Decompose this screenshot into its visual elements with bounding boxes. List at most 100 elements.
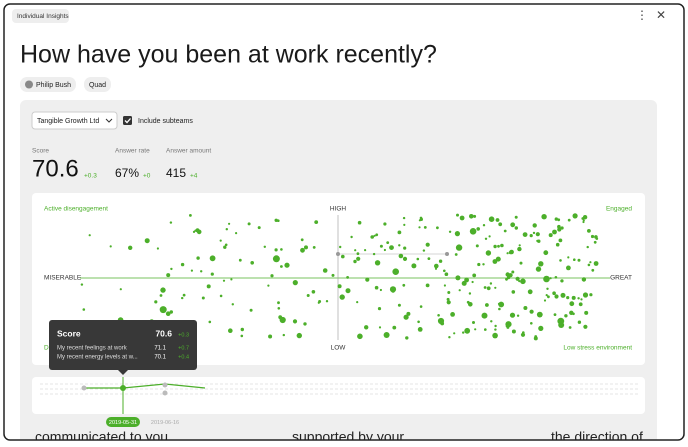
scatter-dot: [578, 302, 583, 307]
scatter-dot: [416, 257, 420, 261]
scatter-dot: [436, 226, 439, 230]
scatter-dot: [547, 295, 550, 299]
quadrant-label: GREAT: [610, 275, 632, 282]
selected-date: 2019-05-31: [109, 420, 137, 426]
checkbox[interactable]: [123, 116, 132, 125]
scatter-dot: [339, 294, 345, 300]
scatter-dot: [182, 293, 186, 297]
company-dropdown[interactable]: [31, 111, 118, 130]
tab[interactable]: [12, 9, 69, 23]
scatter-dot: [225, 228, 228, 231]
scatter-dot: [210, 272, 214, 276]
timeline-point[interactable]: [162, 382, 168, 388]
group-chip[interactable]: [84, 77, 111, 92]
timeline-point[interactable]: [120, 385, 126, 391]
close-icon[interactable]: ✕: [656, 8, 666, 22]
scatter-dot: [495, 256, 501, 262]
timeline-point[interactable]: [162, 390, 168, 396]
scatter-dot: [541, 214, 547, 220]
scatter-dot: [497, 244, 500, 248]
scatter-dot: [482, 263, 485, 266]
scatter-dot: [536, 239, 539, 243]
scatter-dot: [354, 249, 357, 252]
scatter-dot: [566, 265, 571, 271]
scatter-dot: [240, 334, 244, 338]
scatter-dot: [357, 220, 362, 225]
scatter-dot: [304, 245, 308, 250]
scatter-dot: [464, 327, 471, 334]
scatter-dot: [350, 235, 353, 239]
scatter-dot: [446, 300, 451, 305]
scatter-dot: [495, 218, 500, 222]
scatter-dot: [532, 231, 536, 235]
dropdown-caret: [105, 118, 113, 123]
scatter-dot: [201, 296, 205, 300]
scatter-dot: [231, 303, 234, 306]
scatter-dot: [356, 256, 361, 261]
timeline: [32, 377, 645, 414]
scatter-dot: [591, 268, 595, 272]
scatter-dot: [569, 301, 575, 307]
scatter-dot: [472, 273, 477, 278]
scatter-dot: [494, 328, 497, 331]
scatter-dot: [292, 280, 298, 286]
scatter-dot: [554, 294, 559, 299]
scatter-dot: [515, 276, 520, 281]
scatter-dot: [567, 256, 570, 259]
scatter-dot: [403, 314, 409, 320]
scatter-dot: [169, 221, 173, 224]
scatter-dot: [156, 247, 159, 250]
scatter-dot: [160, 287, 166, 293]
date-label: 2019-06-16: [151, 420, 179, 426]
stat-label: Score: [32, 148, 49, 155]
scatter-dot: [573, 258, 576, 262]
scatter-dot: [455, 244, 463, 251]
tooltip-row-change: +0.7: [178, 345, 189, 351]
scatter-dot: [88, 234, 91, 237]
scatter-dot: [419, 305, 423, 308]
scatter-dot: [581, 217, 585, 220]
scatter-dot: [80, 283, 84, 286]
scatter-dot: [450, 312, 455, 317]
scatter-dot: [417, 327, 423, 332]
scatter-dot: [427, 257, 431, 260]
menu-icon[interactable]: ⋮: [636, 8, 648, 22]
scatter-dot: [520, 278, 526, 285]
scatter-dot: [240, 327, 244, 332]
scatter-dot: [475, 244, 479, 248]
scatter-dot: [375, 233, 379, 237]
scatter-dot: [209, 255, 216, 262]
scatter-dot: [535, 232, 540, 237]
scatter-dot: [545, 294, 548, 297]
page-title: How have you been at work recently?: [20, 41, 437, 69]
scatter-dot: [282, 333, 285, 337]
scatter-dot: [144, 238, 150, 244]
scatter-dot: [497, 302, 501, 306]
scatter-dot: [473, 214, 477, 218]
scatter-dot: [418, 219, 421, 222]
scatter-dot: [549, 277, 552, 280]
scatter-dot: [274, 248, 278, 252]
highlight-dot: [336, 252, 340, 256]
scatter-dot: [546, 287, 549, 290]
scatter-dot: [353, 259, 357, 264]
scatter-dot: [559, 259, 562, 262]
scatter-dot: [582, 220, 585, 224]
scatter-dot: [469, 214, 474, 219]
scatter-dot: [485, 250, 492, 256]
scatter-dot: [529, 309, 534, 314]
scatter-dot: [522, 232, 528, 238]
scatter-dot: [270, 274, 274, 278]
timeline-point[interactable]: [81, 385, 87, 391]
scatter-dot: [314, 220, 319, 225]
scatter-dot: [154, 300, 158, 304]
scatter-dot: [277, 219, 280, 222]
scatter-dot: [272, 255, 280, 263]
scatter-dot: [392, 325, 397, 330]
scatter-dot: [411, 263, 417, 269]
scatter-dot: [543, 275, 550, 283]
selected-date-pill[interactable]: [106, 417, 140, 427]
scatter-dot: [469, 228, 477, 235]
scatter-dot: [339, 245, 342, 249]
person-chip[interactable]: [20, 77, 76, 92]
